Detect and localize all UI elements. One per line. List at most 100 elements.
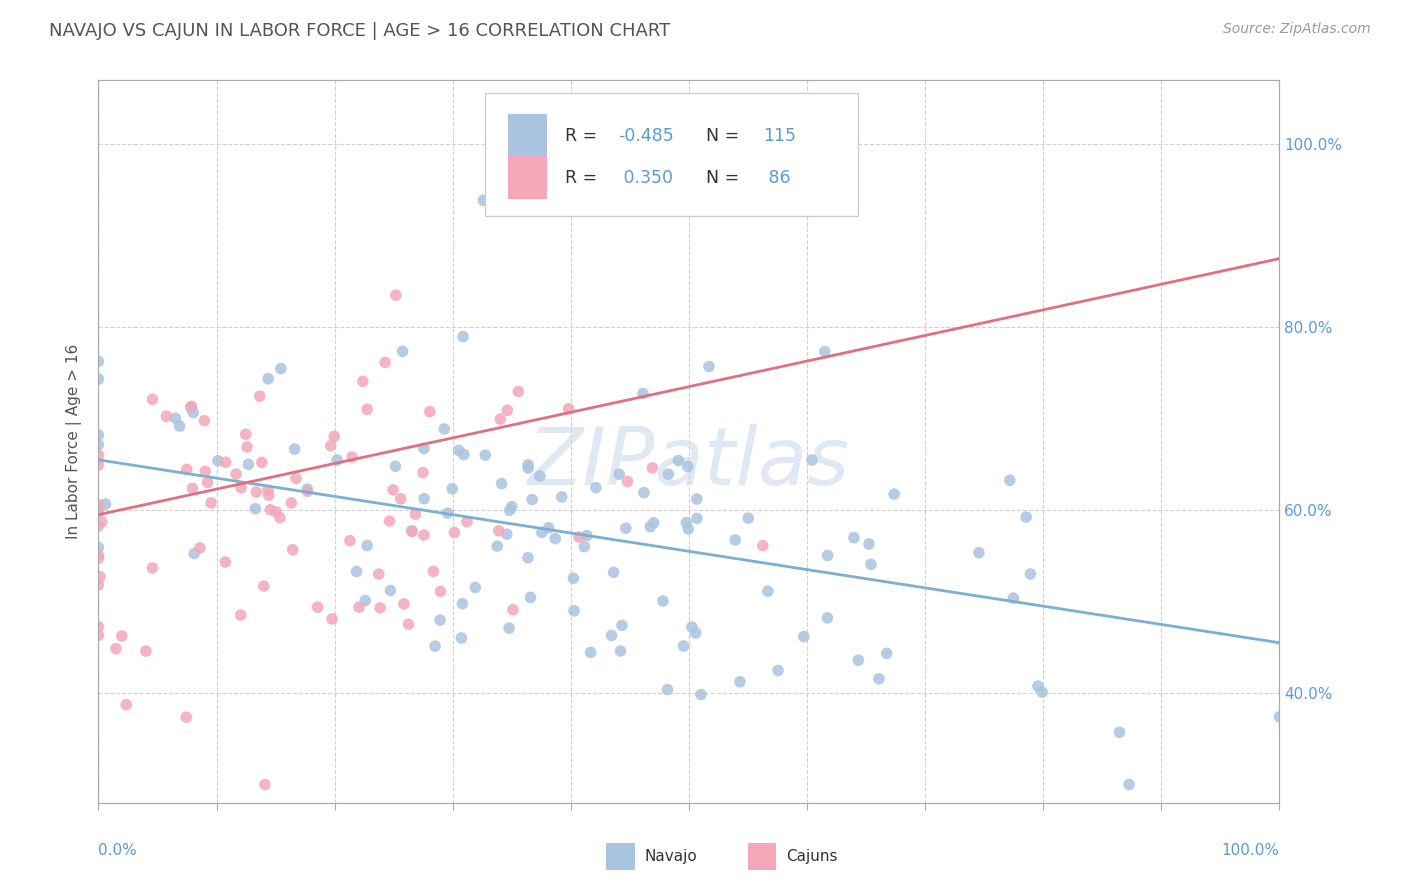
Point (236, 440, 259, 454)
Point (374, 355, 396, 369)
Point (94, 497, 117, 511)
Point (752, 539, 775, 553)
Point (1026, 679, 1049, 693)
FancyBboxPatch shape (508, 156, 547, 200)
Point (858, 537, 880, 551)
Point (326, 453, 349, 467)
Point (245, 485, 267, 500)
Point (609, 644, 631, 658)
Text: N =: N = (695, 127, 745, 145)
Point (686, 491, 709, 506)
Point (529, 469, 551, 483)
Point (681, 620, 703, 634)
Point (135, 644, 157, 658)
Point (557, 401, 579, 416)
Point (666, 453, 689, 467)
Point (508, 384, 530, 399)
Point (229, 608, 252, 623)
Point (616, 475, 638, 489)
Point (257, 488, 280, 502)
Point (87, 518, 110, 533)
Point (1015, 510, 1038, 524)
Point (404, 508, 426, 522)
Point (384, 459, 406, 474)
Point (756, 584, 779, 599)
Point (562, 604, 585, 618)
Point (382, 483, 405, 497)
Point (87, 541, 110, 555)
Point (641, 461, 664, 475)
Point (519, 591, 541, 605)
Point (433, 422, 456, 436)
Point (413, 491, 436, 506)
Point (690, 688, 713, 702)
Point (1019, 567, 1042, 582)
Point (89, 570, 111, 584)
Point (412, 528, 434, 542)
Point (766, 664, 789, 678)
Point (280, 496, 302, 510)
Point (340, 450, 363, 464)
Point (600, 628, 623, 642)
Point (575, 528, 598, 542)
Point (676, 459, 699, 474)
Point (443, 525, 465, 540)
FancyBboxPatch shape (508, 114, 547, 158)
Point (842, 531, 865, 545)
Point (264, 505, 287, 519)
Point (321, 612, 343, 626)
Point (87, 448, 110, 462)
Point (817, 549, 839, 563)
Text: Source: ZipAtlas.com: Source: ZipAtlas.com (1223, 22, 1371, 37)
Point (231, 481, 253, 495)
Point (87, 620, 110, 634)
Point (423, 639, 446, 653)
Point (398, 617, 420, 632)
FancyBboxPatch shape (606, 843, 634, 870)
Point (614, 521, 637, 535)
Point (319, 439, 342, 453)
Point (464, 581, 486, 595)
Point (517, 550, 540, 565)
Point (281, 542, 304, 557)
Point (607, 467, 630, 482)
Point (429, 613, 451, 627)
Point (488, 524, 510, 538)
Point (544, 532, 567, 546)
Point (253, 777, 276, 791)
Point (499, 503, 522, 517)
Point (517, 458, 540, 472)
Point (259, 502, 281, 516)
Point (441, 482, 464, 496)
Point (253, 579, 276, 593)
Point (631, 386, 654, 401)
Point (87, 505, 110, 519)
Point (859, 558, 882, 572)
Text: ZIPatlas: ZIPatlas (527, 425, 851, 502)
Point (378, 514, 401, 528)
Point (550, 490, 572, 504)
Point (451, 329, 474, 343)
Point (225, 467, 247, 482)
Point (285, 472, 308, 486)
Point (193, 414, 215, 428)
Point (176, 462, 198, 476)
Point (522, 492, 544, 507)
Text: 86: 86 (763, 169, 792, 186)
Point (685, 626, 707, 640)
Point (352, 374, 374, 388)
Text: 0.0%: 0.0% (98, 843, 138, 857)
Point (197, 475, 219, 490)
Text: R =: R = (565, 169, 603, 186)
Point (391, 344, 413, 359)
Point (419, 404, 441, 418)
Text: R =: R = (565, 127, 603, 145)
Point (104, 641, 127, 656)
FancyBboxPatch shape (748, 843, 776, 870)
Point (451, 597, 474, 611)
Point (250, 455, 273, 469)
Point (495, 527, 517, 541)
Point (638, 519, 661, 533)
Point (643, 516, 665, 530)
Point (456, 515, 478, 529)
